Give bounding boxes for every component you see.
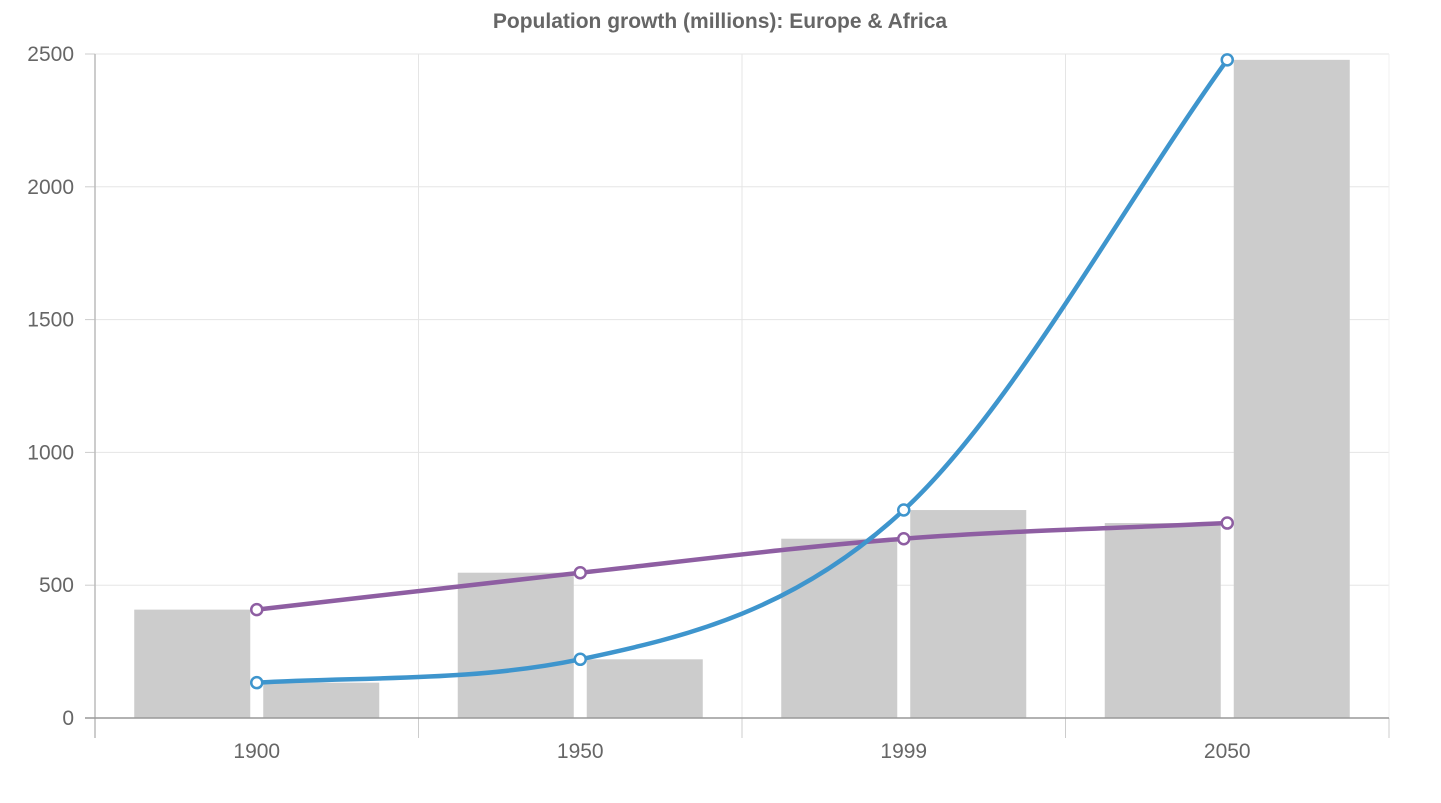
y-tick-label: 1000	[27, 441, 74, 464]
x-tick-label: 1900	[233, 740, 280, 763]
line-series-1	[254, 520, 1230, 612]
bar-1950-2	[586, 659, 703, 718]
bar-1999-2	[910, 510, 1027, 718]
line-point-2050-2	[1220, 53, 1234, 67]
y-tick-label: 0	[62, 707, 74, 730]
grid-layer	[95, 53, 1390, 718]
line-layer	[250, 53, 1234, 690]
x-tick-label: 1950	[557, 740, 604, 763]
line-point-1999-1	[897, 531, 911, 546]
bar-2050-1	[1104, 523, 1221, 718]
line-point-1900-2	[250, 675, 264, 690]
axis-layer	[85, 53, 1390, 738]
line-point-1900-1	[250, 602, 264, 617]
bar-layer	[134, 59, 1350, 718]
y-tick-label: 2000	[27, 176, 74, 199]
label-layer: 0 500 1000 1500 2000 2500 1900 1950 1999 2050	[27, 43, 1250, 763]
line-series-2	[254, 57, 1230, 685]
x-tick-label: 2050	[1204, 740, 1251, 763]
line-point-1999-2	[897, 503, 911, 517]
bar-1999-1	[781, 538, 898, 718]
bar-2050-2	[1233, 59, 1350, 718]
line-point-2050-1	[1220, 516, 1234, 530]
y-tick-label: 500	[39, 574, 74, 597]
bar-1950-1	[457, 572, 574, 718]
line-point-1950-1	[573, 565, 587, 580]
x-tick-label: 1999	[880, 740, 927, 763]
bar-1900-1	[134, 609, 251, 718]
bar-1900-2	[263, 682, 380, 718]
line-point-1950-2	[573, 652, 587, 667]
chart-title: Population growth (millions): Europe & A…	[493, 10, 948, 33]
y-tick-label: 2500	[27, 43, 74, 66]
y-tick-label: 1500	[27, 309, 74, 332]
